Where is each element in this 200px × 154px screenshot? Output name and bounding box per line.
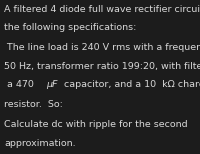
Text: resistor.  So:: resistor. So: (4, 100, 63, 109)
Text: The line load is 240 V rms with a frequency of: The line load is 240 V rms with a freque… (4, 43, 200, 52)
Text: 50 Hz, transformer ratio 199:20, with filter: 50 Hz, transformer ratio 199:20, with fi… (4, 62, 200, 71)
Text: A filtered 4 diode full wave rectifier circuit with: A filtered 4 diode full wave rectifier c… (4, 5, 200, 14)
Text: approximation.: approximation. (4, 139, 76, 148)
Text: a 470: a 470 (4, 80, 37, 89)
Text: capacitor, and a 10  kΩ charge: capacitor, and a 10 kΩ charge (61, 80, 200, 89)
Text: Calculate dc with ripple for the second: Calculate dc with ripple for the second (4, 120, 188, 129)
Text: the following specifications:: the following specifications: (4, 23, 136, 32)
Text: μF: μF (46, 80, 58, 89)
